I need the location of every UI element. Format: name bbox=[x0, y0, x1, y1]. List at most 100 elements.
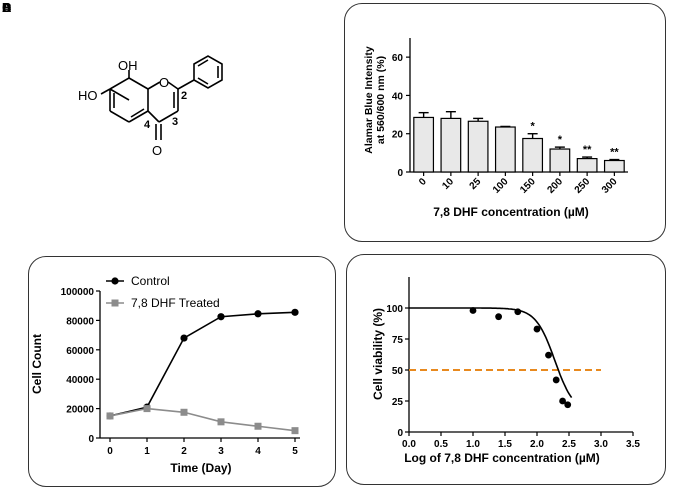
dose-response-chart-d-xtick-label: 2.5 bbox=[562, 439, 576, 450]
line-chart-c-xtick-label: 1 bbox=[144, 446, 150, 457]
bar-chart-b-significance: ** bbox=[583, 144, 592, 156]
line-chart-c-xtick-label: 3 bbox=[218, 446, 224, 457]
panel-letter-b: B bbox=[2, 0, 12, 15]
bar-chart-b-ytick-label: 40 bbox=[392, 91, 404, 102]
panel-letter-c: C bbox=[2, 0, 12, 15]
line-chart-c-legend-label: Control bbox=[131, 274, 170, 288]
dose-response-chart-d-xtick-label: 3.0 bbox=[594, 439, 608, 450]
line-chart-c-point bbox=[217, 313, 225, 321]
line-chart-c-ytick-label: 20000 bbox=[66, 405, 94, 416]
atom-label-ring-o: O bbox=[159, 75, 169, 90]
line-chart-c-legend: Control 7,8 DHF Treated bbox=[106, 274, 220, 310]
dose-response-chart-d-ytick-label: 0 bbox=[397, 428, 403, 439]
panel-letter-a: A bbox=[2, 0, 12, 15]
dose-response-chart-d-ytick-label: 25 bbox=[392, 397, 404, 408]
bond bbox=[109, 77, 130, 90]
line-chart-c-ytick-label: 80000 bbox=[66, 316, 94, 327]
bar-chart-b-ytick-label: 0 bbox=[397, 168, 403, 179]
bar-chart-b-significance: * bbox=[558, 134, 563, 146]
dose-response-chart-d-point bbox=[469, 307, 477, 314]
line-chart-c-xtick-label: 2 bbox=[181, 446, 187, 457]
bond bbox=[158, 110, 179, 123]
line-chart-c-axes: 0 20000 40000 60000 80000 100000 0 1 2 3 4 5 bbox=[61, 287, 300, 457]
bar-chart-b-marks: **** ** bbox=[413, 110, 625, 173]
bar-chart-b-ytick-label: 20 bbox=[392, 130, 404, 141]
dose-response-chart-d-xtick-label: 0.0 bbox=[402, 439, 416, 450]
line-chart-c-point bbox=[217, 418, 225, 426]
bar-chart-b-ylabel-line2: at 560/600 nm (%) bbox=[375, 56, 387, 144]
dose-response-chart-d-xtick-label: 3.5 bbox=[626, 439, 640, 450]
line-chart-c-xtick-label: 0 bbox=[107, 446, 113, 457]
line-chart-c-legend-label: 7,8 DHF Treated bbox=[131, 296, 220, 310]
dose-response-chart-d-xtick-label: 1.0 bbox=[466, 439, 480, 450]
position-label-4: 4 bbox=[144, 119, 151, 131]
line-chart-c-xlabel: Time (Day) bbox=[170, 461, 231, 475]
bond bbox=[147, 110, 160, 123]
bond-double bbox=[130, 108, 145, 118]
dose-response-chart-d-ylabel: Cell viability (%) bbox=[371, 308, 385, 400]
dose-response-chart-d-point bbox=[514, 308, 522, 316]
line-chart-c-ytick-label: 40000 bbox=[66, 375, 94, 386]
molecule-structure: OH HO O O 2 3 4 bbox=[78, 55, 223, 158]
line-chart-c-ytick-label: 60000 bbox=[66, 346, 94, 357]
dose-response-chart-d-xtick-label: 2.0 bbox=[530, 439, 544, 450]
bar-chart-b-ytick-label: 60 bbox=[392, 53, 404, 64]
dose-response-chart-d-point bbox=[559, 397, 566, 405]
bond-double bbox=[197, 77, 209, 85]
dose-response-chart-d-ytick-label: 100 bbox=[386, 304, 403, 315]
dose-response-chart-d-point bbox=[552, 376, 560, 384]
molecule-bonds bbox=[100, 55, 223, 140]
panel-letter-d: D bbox=[2, 0, 12, 15]
bond bbox=[167, 81, 179, 90]
dose-response-chart-d-point bbox=[564, 401, 572, 409]
line-chart-c-xtick-label: 5 bbox=[292, 446, 298, 457]
bond-double bbox=[197, 59, 209, 67]
atom-label-ho: HO bbox=[78, 88, 98, 103]
dose-response-chart-d-point bbox=[545, 351, 552, 359]
dose-response-chart-d-ytick-label: 75 bbox=[392, 335, 404, 346]
bond bbox=[128, 110, 149, 123]
panel-c-frame bbox=[28, 256, 336, 487]
bar-chart-b-significance: * bbox=[530, 121, 535, 133]
bond bbox=[128, 77, 149, 90]
dose-response-chart-d-fit-curve bbox=[409, 307, 573, 399]
dose-response-chart-d-marks bbox=[409, 307, 601, 409]
line-chart-c-legend-marker bbox=[111, 277, 119, 285]
line-chart-c-point bbox=[180, 334, 188, 342]
bond bbox=[177, 79, 195, 90]
panel-d-frame bbox=[346, 254, 666, 485]
line-chart-c-point bbox=[291, 308, 299, 316]
line-chart-c-ytick-label: 100000 bbox=[61, 287, 95, 298]
line-chart-c-series-line bbox=[109, 311, 296, 417]
line-chart-c-point bbox=[106, 412, 114, 420]
line-chart-c-point bbox=[180, 408, 188, 416]
dose-response-chart-d-ytick-label: 50 bbox=[392, 366, 404, 377]
dose-response-chart-d-point bbox=[533, 325, 541, 333]
bond bbox=[100, 88, 111, 95]
line-chart-c-point bbox=[143, 405, 151, 413]
panel-b-frame bbox=[344, 3, 666, 242]
dose-response-chart-d-xtick-label: 0.5 bbox=[434, 439, 448, 450]
line-chart-c-marks bbox=[106, 308, 299, 435]
line-chart-c-point bbox=[291, 427, 299, 435]
dose-response-chart-d-axes: 0 25 50 75 100 0.0 0.5 1.0 1.5 2.0 2.5 3.0 3.5 bbox=[386, 277, 640, 450]
line-chart-c-ylabel: Cell Count bbox=[30, 334, 44, 394]
line-chart-c-xtick-label: 4 bbox=[255, 446, 261, 457]
dose-response-chart-d-xlabel: Log of 7,8 DHF concentration (µM) bbox=[404, 451, 600, 465]
position-label-2: 2 bbox=[181, 90, 187, 102]
line-chart-c-series-line bbox=[109, 407, 296, 432]
line-chart-c-point bbox=[254, 422, 262, 430]
bond bbox=[147, 81, 161, 90]
bond bbox=[109, 110, 130, 123]
line-chart-c-point bbox=[254, 310, 262, 318]
position-label-3: 3 bbox=[172, 116, 178, 128]
bond bbox=[109, 88, 130, 101]
dose-response-chart-d-point bbox=[495, 313, 502, 321]
line-chart-c-legend-marker bbox=[111, 299, 119, 307]
atom-label-carbonyl-o: O bbox=[152, 143, 162, 158]
bar-chart-b-ylabel-line1: Alamar Blue Intensity bbox=[363, 46, 375, 154]
bar-chart-b-xlabel: 7,8 DHF concentration (µM) bbox=[433, 205, 589, 219]
